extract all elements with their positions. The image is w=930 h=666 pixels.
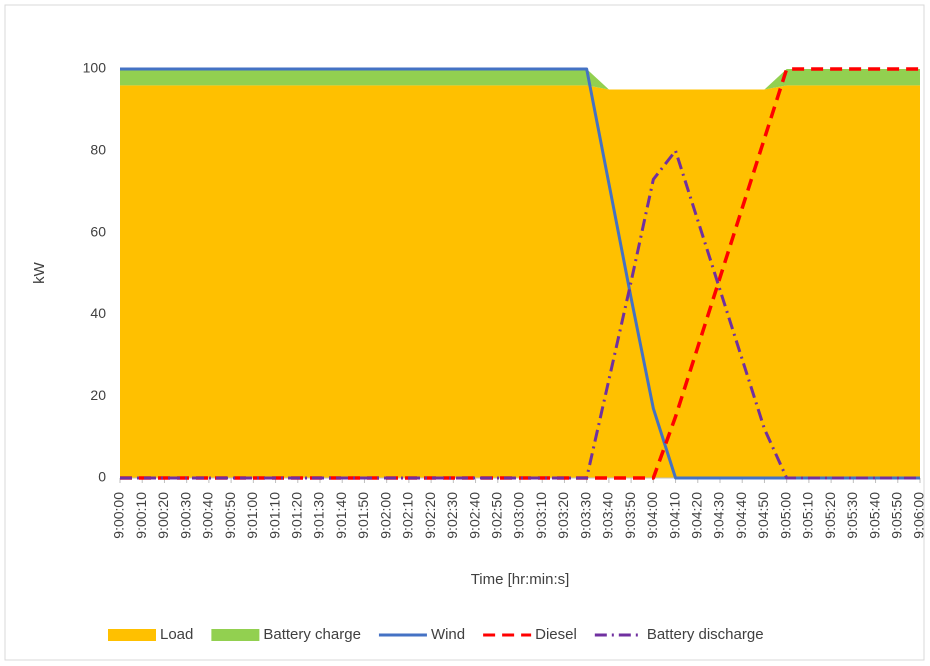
x-tick-label: 9:02:30 <box>444 492 460 539</box>
legend-label: Battery discharge <box>647 626 764 643</box>
x-tick-label: 9:05:50 <box>888 492 904 539</box>
x-tick-label: 9:01:20 <box>288 492 304 539</box>
x-tick-label: 9:05:20 <box>822 492 838 539</box>
y-tick-label: 60 <box>90 223 106 239</box>
x-tick-label: 9:02:20 <box>422 492 438 539</box>
x-tick-label: 9:01:10 <box>266 492 282 539</box>
x-tick-label: 9:01:30 <box>311 492 327 539</box>
legend-swatch <box>211 629 260 641</box>
x-tick-label: 9:04:50 <box>755 492 771 539</box>
x-tick-label: 9:00:20 <box>155 492 171 539</box>
x-tick-label: 9:05:10 <box>800 492 816 539</box>
x-tick-label: 9:05:40 <box>866 492 882 539</box>
y-tick-label: 0 <box>98 469 106 485</box>
x-tick-label: 9:01:50 <box>355 492 371 539</box>
x-tick-label: 9:04:10 <box>666 492 682 539</box>
x-tick-label: 9:04:00 <box>644 492 660 539</box>
y-tick-label: 80 <box>90 142 106 158</box>
x-tick-label: 9:03:50 <box>622 492 638 539</box>
legend: Load Battery charge Wind Diesel Battery disc… <box>108 626 764 643</box>
legend-label: Wind <box>431 626 465 643</box>
x-tick-label: 9:04:40 <box>733 492 749 539</box>
legend-label: Battery charge <box>263 626 361 643</box>
x-tick-label: 9:03:20 <box>555 492 571 539</box>
y-tick-label: 100 <box>83 60 107 76</box>
legend-label: Diesel <box>535 626 577 643</box>
x-tick-label: 9:00:10 <box>133 492 149 539</box>
x-tick-label: 9:01:40 <box>333 492 349 539</box>
x-tick-label: 9:02:10 <box>400 492 416 539</box>
x-tick-label: 9:05:30 <box>844 492 860 539</box>
x-tick-label: 9:02:00 <box>377 492 393 539</box>
x-axis-label: Time [hr:min:s] <box>471 571 570 588</box>
legend-swatch <box>108 629 156 641</box>
x-tick-label: 9:00:30 <box>177 492 193 539</box>
x-tick-label: 9:06:00 <box>911 492 927 539</box>
x-tick-label: 9:03:00 <box>511 492 527 539</box>
y-axis-label: kW <box>31 261 48 284</box>
x-tick-label: 9:00:40 <box>200 492 216 539</box>
y-tick-label: 20 <box>90 387 106 403</box>
x-tick-label: 9:00:50 <box>222 492 238 539</box>
line <box>120 149 920 480</box>
x-tick-label: 9:03:40 <box>600 492 616 539</box>
x-tick-label: 9:04:30 <box>711 492 727 539</box>
x-tick-label: 9:02:40 <box>466 492 482 539</box>
y-tick-label: 40 <box>90 305 106 321</box>
line <box>120 67 920 480</box>
x-tick-label: 9:01:00 <box>244 492 260 539</box>
legend-label: Load <box>160 626 193 643</box>
area <box>120 69 920 90</box>
x-tick-label: 9:03:30 <box>577 492 593 539</box>
x-tick-label: 9:03:10 <box>533 492 549 539</box>
x-tick-label: 9:04:20 <box>688 492 704 539</box>
x-tick-label: 9:02:50 <box>488 492 504 539</box>
x-tick-label: 9:00:00 <box>111 492 127 539</box>
x-tick-label: 9:05:00 <box>777 492 793 539</box>
area <box>120 85 920 479</box>
